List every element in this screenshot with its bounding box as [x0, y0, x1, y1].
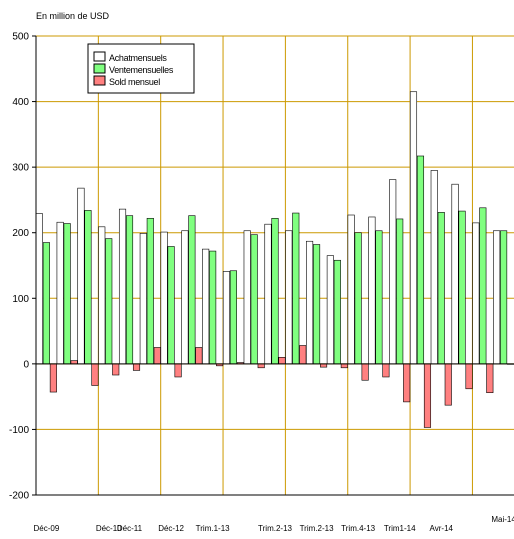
bar-sales	[125, 215, 134, 365]
x-category-label: Avr-14	[430, 524, 454, 533]
bar-purchases	[77, 187, 85, 365]
y-tick-label: 400	[12, 97, 29, 108]
bar-sales	[167, 246, 175, 365]
y-tick-label: 300	[12, 163, 29, 174]
bar-sales	[375, 230, 383, 365]
bar-purchases	[56, 221, 64, 365]
x-category-label: Déc-09	[33, 524, 59, 533]
bar-balance	[361, 363, 369, 381]
bar-sales	[146, 217, 154, 365]
y-tick-label: 200	[12, 228, 29, 239]
y-tick-label: -200	[9, 491, 29, 502]
x-category-label: Déc-11	[117, 524, 143, 533]
bar-balance	[278, 356, 286, 365]
bar-sales	[458, 210, 466, 365]
legend-swatch-balance	[93, 75, 106, 86]
bar-balance	[423, 363, 432, 428]
bar-sales	[63, 223, 71, 365]
bar-balance	[486, 363, 494, 394]
x-category-label: Déc-10	[96, 524, 122, 533]
y-tick-label: -100	[9, 425, 29, 436]
bar-sales	[354, 232, 362, 365]
bar-purchases	[409, 91, 418, 365]
bar-purchases	[430, 170, 438, 365]
legend-label-balance: Sold mensuel	[109, 77, 160, 87]
bar-balance	[49, 363, 57, 393]
bar-sales	[84, 210, 92, 365]
bar-purchases	[160, 231, 168, 365]
x-category-label: Trim.2-13	[258, 524, 292, 533]
bar-sales	[250, 234, 258, 365]
bar-purchases	[472, 222, 480, 365]
unit-label: En million de USD	[36, 11, 110, 21]
bar-sales	[396, 218, 404, 365]
bar-balance	[174, 363, 182, 378]
bar-balance	[91, 363, 99, 386]
x-category-label: Trim1-14	[384, 524, 416, 533]
bar-balance	[299, 345, 307, 365]
bar-balance	[340, 363, 348, 369]
x-category-label: Déc-12	[158, 524, 184, 533]
bar-balance	[403, 363, 411, 403]
bar-balance	[153, 347, 161, 365]
bar-purchases	[264, 223, 272, 365]
bar-purchases	[389, 179, 397, 365]
bar-purchases	[326, 255, 334, 365]
bar-purchases	[306, 240, 314, 365]
bar-sales	[500, 230, 508, 365]
bar-balance	[444, 363, 452, 406]
bar-purchases	[243, 230, 251, 365]
legend-swatch-sales	[93, 63, 106, 74]
legend-label-purchases: Achatmensuels	[109, 53, 167, 63]
x-category-label: Trim.1-13	[196, 524, 230, 533]
bar-balance	[132, 363, 141, 371]
bar-purchases	[118, 208, 127, 365]
legend: Achatmensuels Ventemensuelles Sold mensu…	[87, 43, 195, 94]
bar-purchases	[139, 233, 147, 365]
bar-balance	[382, 363, 390, 378]
bar-sales	[229, 270, 237, 365]
bar-purchases	[181, 230, 189, 365]
bar-purchases	[222, 271, 230, 365]
bar-purchases	[98, 226, 106, 365]
bar-sales	[42, 242, 50, 365]
y-tick-label: 0	[23, 359, 29, 370]
bar-sales	[437, 212, 445, 365]
bar-balance	[112, 363, 120, 376]
bar-sales	[271, 217, 279, 365]
bar-purchases	[347, 214, 355, 365]
bar-purchases	[451, 183, 459, 365]
bar-purchases	[493, 230, 501, 365]
bar-sales	[188, 215, 196, 365]
legend-box	[87, 43, 195, 94]
legend-swatch-purchases	[93, 51, 106, 62]
bar-purchases	[285, 230, 293, 365]
bar-purchases	[202, 248, 210, 365]
axes	[32, 35, 514, 496]
bar-sales	[292, 212, 300, 365]
bar-sales	[105, 238, 113, 365]
x-category-label: Mai-14	[491, 515, 514, 524]
bars	[35, 91, 514, 428]
bar-sales	[479, 207, 487, 365]
y-tick-label: 100	[12, 294, 29, 305]
bar-purchases	[368, 216, 376, 365]
bar-purchases	[35, 213, 43, 365]
bar-sales	[209, 250, 217, 365]
bar-balance	[195, 347, 203, 365]
x-category-label: Trim.4-13	[341, 524, 375, 533]
bar-balance	[465, 363, 473, 390]
bar-sales	[416, 155, 425, 365]
x-category-label: Trim.2-13	[300, 524, 334, 533]
bar-balance	[257, 363, 265, 369]
bar-sales	[313, 244, 321, 365]
bar-sales	[333, 259, 341, 365]
y-tick-labels: -200 -100 0 100 200 300 400 500	[9, 32, 29, 502]
legend-label-sales: Ventemensuelles	[109, 65, 174, 75]
y-tick-label: 500	[12, 32, 29, 43]
